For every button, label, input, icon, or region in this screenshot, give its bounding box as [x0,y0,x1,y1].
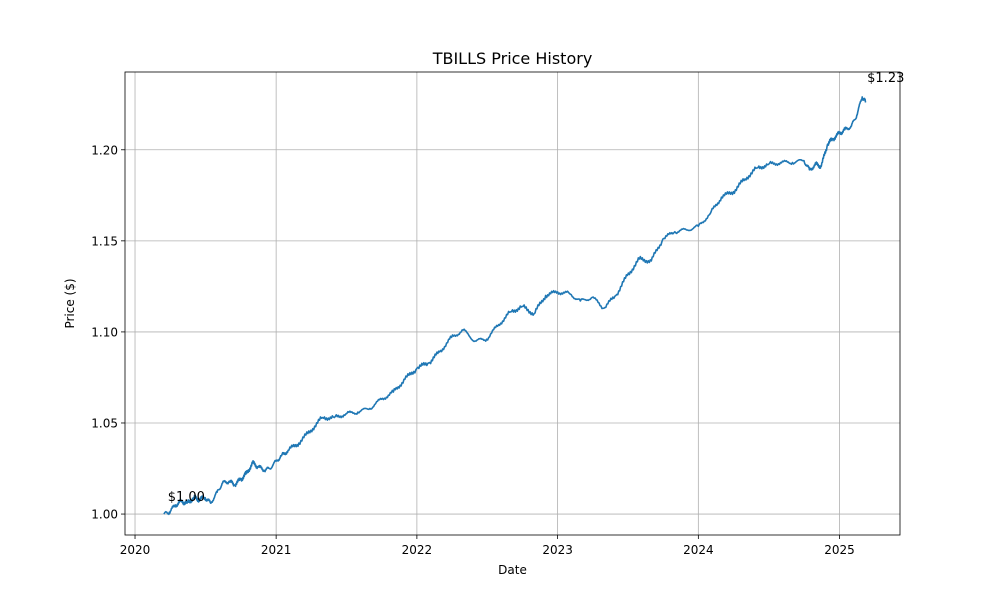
x-axis-ticks: 2020 2021 2022 2023 2024 2025 [120,535,855,557]
x-axis-label: Date [498,563,527,577]
grid-lines [125,72,900,535]
series-layer [163,96,867,516]
x-tick-label: 2023 [542,543,573,557]
x-tick-label: 2024 [683,543,714,557]
x-tick-label: 2025 [824,543,855,557]
y-axis-label: Price ($) [63,278,77,328]
chart-title: TBILLS Price History [432,49,593,68]
price-annotation: $1.00 [168,490,205,505]
annotations: $1.00 $1.23 [168,71,905,505]
y-tick-label: 1.05 [91,416,118,430]
x-tick-label: 2020 [120,543,151,557]
y-tick-label: 1.00 [91,508,118,522]
x-tick-label: 2022 [402,543,433,557]
y-tick-label: 1.20 [91,143,118,157]
plot-frame [124,71,901,536]
price-line [163,96,867,516]
y-tick-label: 1.15 [91,234,118,248]
y-axis-ticks: 1.00 1.05 1.10 1.15 1.20 [91,143,125,522]
price-annotation: $1.23 [867,71,904,86]
y-tick-label: 1.10 [91,325,118,339]
x-tick-label: 2021 [261,543,292,557]
